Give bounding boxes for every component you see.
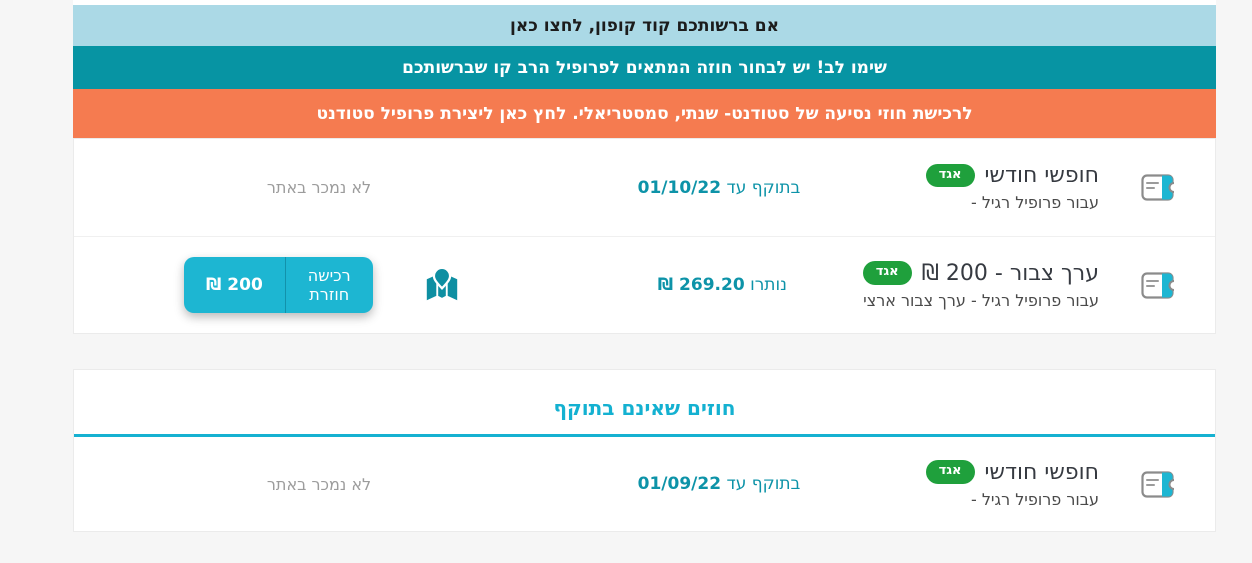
contract-row-stored-value: ערך צבור - 200 ₪ אגד עבור פרופיל רגיל - … [74, 236, 1215, 333]
contract-row-monthly-expired: חופשי חודשי אגד עבור פרופיל רגיל - בתוקף… [74, 437, 1215, 531]
operator-badge: אגד [925, 163, 975, 188]
content-column: אם ברשותכם קוד קופון, לחצו כאן שימו לב! … [73, 0, 1216, 532]
contract-info: חופשי חודשי אגד עבור פרופיל רגיל - [824, 460, 1124, 509]
validity-date: 01/09/22 [637, 474, 722, 494]
validity-label: בתוקף עד [726, 177, 801, 198]
validity-date: 01/10/22 [637, 177, 722, 198]
ticket-icon [1124, 470, 1190, 498]
profile-notice-banner[interactable]: שימו לב! יש לבחור חוזה המתאים לפרופיל הר… [73, 46, 1216, 89]
operator-badge: אגד [862, 261, 912, 285]
active-contracts-card: חופשי חודשי אגד עבור פרופיל רגיל - בתוקף… [73, 138, 1216, 334]
contract-info: חופשי חודשי אגד עבור פרופיל רגיל - [824, 163, 1124, 212]
contract-title: חופשי חודשי [984, 163, 1100, 188]
remaining-value: 269.20 ₪ [657, 275, 745, 295]
row-actions: רכישה חוזרת 200 ₪ [184, 257, 461, 313]
ticket-icon [1124, 271, 1190, 299]
contract-row-monthly-active: חופשי חודשי אגד עבור פרופיל רגיל - בתוקף… [74, 139, 1215, 236]
contract-info: ערך צבור - 200 ₪ אגד עבור פרופיל רגיל - … [824, 261, 1124, 310]
not-sold-online-status: לא נמכר באתר [266, 474, 372, 494]
not-sold-online-status: לא נמכר באתר [266, 178, 372, 197]
remaining-balance-text: נותרו 269.20 ₪ [658, 275, 787, 295]
repeat-purchase-label: רכישה חוזרת [284, 257, 373, 313]
ticket-icon [1124, 174, 1190, 201]
expired-contracts-card: חוזים שאינם בתוקף חופשי חודשי אגד [73, 369, 1216, 532]
contract-title: חופשי חודשי [984, 459, 1100, 485]
heading-divider [74, 434, 1215, 437]
contract-subtitle: עבור פרופיל רגיל - [970, 489, 1099, 509]
expired-contracts-heading: חוזים שאינם בתוקף [553, 396, 736, 420]
contract-subtitle: עבור פרופיל רגיל - [970, 193, 1099, 212]
contract-subtitle: עבור פרופיל רגיל - ערך צבור ארצי [863, 290, 1099, 310]
operator-badge: אגד [925, 460, 975, 484]
repeat-purchase-button[interactable]: רכישה חוזרת 200 ₪ [184, 257, 373, 313]
coupon-banner[interactable]: אם ברשותכם קוד קופון, לחצו כאן [73, 5, 1216, 46]
validity-label: בתוקף עד [726, 474, 801, 494]
validity-text: בתוקף עד 01/10/22 [638, 178, 801, 198]
contract-title: ערך צבור - 200 ₪ [921, 260, 1099, 286]
remaining-label: נותרו [750, 275, 787, 295]
map-location-icon[interactable] [423, 266, 461, 304]
top-strip [73, 0, 1216, 5]
student-profile-banner[interactable]: לרכישת חוזי נסיעה של סטודנט- שנתי, סמסטר… [73, 89, 1216, 138]
validity-text: בתוקף עד 01/09/22 [638, 474, 801, 494]
repeat-purchase-price: 200 ₪ [206, 275, 263, 295]
